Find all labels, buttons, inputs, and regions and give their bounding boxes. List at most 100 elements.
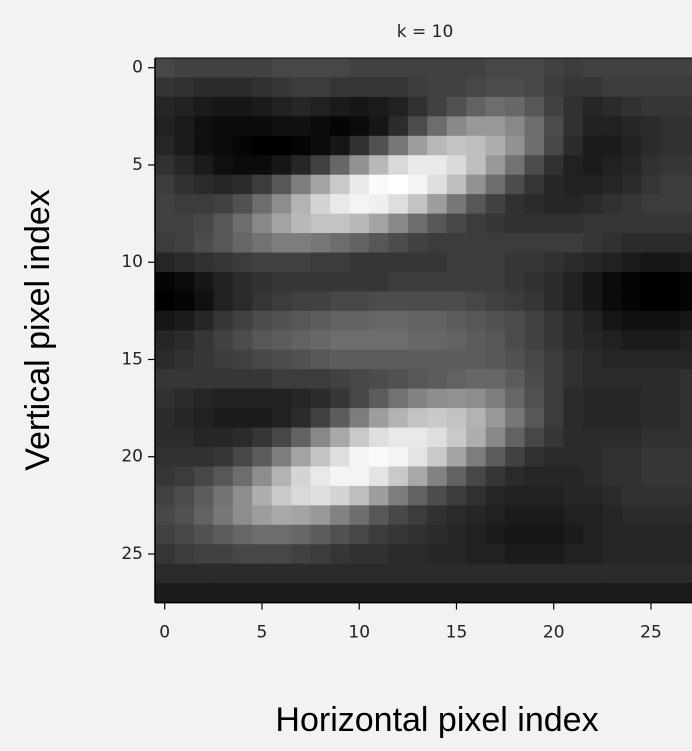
- heatmap-cell: [505, 194, 526, 215]
- heatmap-cell: [310, 524, 331, 545]
- heatmap-cell: [193, 466, 214, 487]
- heatmap-cell: [466, 583, 487, 604]
- heatmap-cell: [213, 213, 234, 234]
- heatmap-cell: [582, 135, 603, 156]
- heatmap-cell: [407, 174, 428, 195]
- heatmap-cell: [291, 252, 312, 273]
- heatmap-cell: [680, 447, 692, 467]
- heatmap-cell: [368, 388, 389, 409]
- heatmap-cell: [446, 408, 467, 429]
- heatmap-cell: [680, 77, 692, 98]
- heatmap-cell: [291, 155, 312, 176]
- heatmap-cell: [602, 291, 623, 312]
- heatmap-cell: [602, 174, 623, 195]
- heatmap-cell: [621, 213, 642, 234]
- heatmap-cell: [485, 252, 506, 273]
- heatmap-cell: [563, 408, 584, 429]
- heatmap-cell: [641, 349, 662, 370]
- heatmap-cell: [602, 485, 623, 506]
- heatmap-cell: [505, 77, 526, 98]
- heatmap-cell: [213, 505, 234, 526]
- heatmap-cell: [544, 466, 564, 487]
- heatmap-cell: [388, 369, 409, 390]
- heatmap-cell: [232, 252, 253, 273]
- heatmap-cell: [349, 155, 370, 176]
- heatmap-cell: [174, 213, 195, 234]
- heatmap-cell: [232, 194, 253, 215]
- heatmap-cell: [349, 135, 370, 156]
- heatmap-cell: [641, 447, 662, 467]
- heatmap-cell: [349, 96, 370, 117]
- heatmap-cell: [524, 524, 545, 545]
- heatmap-cell: [505, 563, 526, 584]
- heatmap-cell: [407, 505, 428, 526]
- heatmap-cell: [485, 233, 506, 253]
- heatmap-cell: [368, 330, 389, 351]
- heatmap-cell: [213, 447, 234, 467]
- heatmap-cell: [193, 330, 214, 351]
- heatmap-cell: [563, 96, 584, 117]
- heatmap-cell: [660, 252, 681, 273]
- heatmap-cell: [446, 194, 467, 215]
- heatmap-cell: [505, 330, 526, 351]
- heatmap-cell: [368, 96, 389, 117]
- heatmap-cell: [407, 369, 428, 390]
- heatmap-cell: [349, 116, 370, 137]
- heatmap-cell: [388, 524, 409, 545]
- heatmap-cell: [213, 77, 234, 98]
- heatmap-cell: [330, 96, 350, 117]
- y-tick-label: 5: [132, 155, 143, 175]
- heatmap-cell: [252, 408, 273, 429]
- heatmap-cell: [407, 116, 428, 137]
- heatmap-cell: [232, 96, 253, 117]
- heatmap-cell: [407, 58, 428, 78]
- heatmap-cell: [368, 77, 389, 98]
- heatmap-cell: [582, 271, 603, 292]
- heatmap-cell: [582, 155, 603, 176]
- heatmap-cell: [505, 505, 526, 526]
- heatmap-cell: [291, 583, 312, 604]
- heatmap-cell: [427, 291, 448, 312]
- heatmap-cell: [563, 271, 584, 292]
- heatmap-cell: [680, 485, 692, 506]
- heatmap-cell: [680, 349, 692, 370]
- heatmap-cell: [213, 116, 234, 137]
- heatmap-cell: [310, 349, 331, 370]
- heatmap-cell: [330, 271, 350, 292]
- heatmap-cell: [291, 116, 312, 137]
- heatmap-cell: [174, 252, 195, 273]
- heatmap-cell: [602, 252, 623, 273]
- heatmap-cell: [544, 194, 564, 215]
- heatmap-cell: [193, 96, 214, 117]
- heatmap-cell: [252, 233, 273, 253]
- heatmap-cell: [466, 233, 487, 253]
- heatmap-cell: [524, 96, 545, 117]
- heatmap-cell: [213, 349, 234, 370]
- heatmap-cell: [155, 563, 175, 584]
- heatmap-cell: [310, 485, 331, 506]
- heatmap-cell: [407, 213, 428, 234]
- heatmap-cell: [291, 427, 312, 448]
- heatmap-cell: [563, 544, 584, 565]
- heatmap-cell: [310, 369, 331, 390]
- heatmap-cell: [485, 271, 506, 292]
- heatmap-cell: [505, 427, 526, 448]
- heatmap-cell: [660, 213, 681, 234]
- heatmap-cell: [544, 155, 564, 176]
- heatmap-cell: [252, 447, 273, 467]
- heatmap-cell: [193, 77, 214, 98]
- heatmap-cell: [388, 135, 409, 156]
- heatmap-cell: [466, 349, 487, 370]
- heatmap-cell: [349, 563, 370, 584]
- heatmap-cell: [349, 233, 370, 253]
- heatmap-cell: [621, 505, 642, 526]
- heatmap-cell: [446, 233, 467, 253]
- heatmap-cell: [680, 310, 692, 331]
- heatmap-cell: [232, 116, 253, 137]
- heatmap-cell: [174, 194, 195, 215]
- heatmap-cell: [466, 213, 487, 234]
- heatmap-cell: [330, 408, 350, 429]
- heatmap-cell: [368, 135, 389, 156]
- heatmap-cell: [641, 213, 662, 234]
- heatmap-cell: [349, 291, 370, 312]
